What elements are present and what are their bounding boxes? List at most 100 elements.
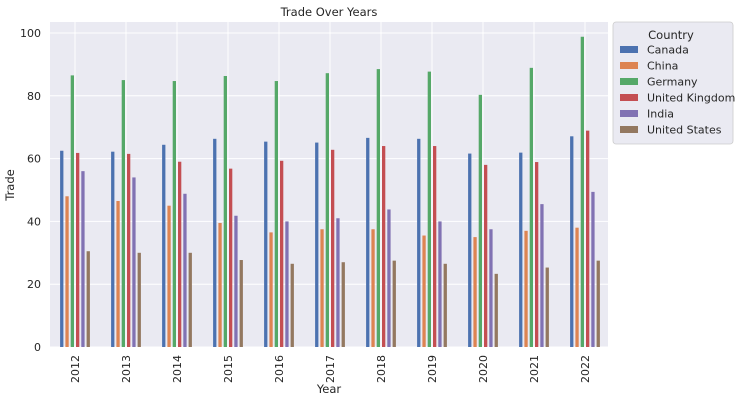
bar-india bbox=[438, 221, 442, 347]
bar-united-states bbox=[86, 251, 90, 347]
bar-germany bbox=[172, 81, 176, 347]
legend-label: United States bbox=[647, 124, 722, 137]
legend-label: United Kingdom bbox=[647, 92, 735, 105]
bar-china bbox=[65, 196, 69, 347]
bar-china bbox=[575, 227, 579, 347]
legend-label: China bbox=[647, 60, 678, 73]
bar-canada bbox=[315, 142, 319, 347]
x-tick-label: 2021 bbox=[528, 355, 541, 383]
bar-united-kingdom bbox=[484, 164, 488, 347]
legend-swatch bbox=[620, 46, 638, 53]
bar-china bbox=[269, 232, 273, 347]
bar-china bbox=[320, 229, 324, 347]
y-tick-label: 0 bbox=[34, 341, 41, 354]
x-tick-label: 2020 bbox=[477, 355, 490, 383]
bar-united-kingdom bbox=[280, 160, 284, 347]
bar-germany bbox=[529, 67, 533, 348]
bar-india bbox=[285, 221, 289, 347]
bar-united-kingdom bbox=[586, 130, 590, 347]
bar-china bbox=[422, 235, 426, 347]
bar-germany bbox=[580, 36, 584, 347]
bar-united-states bbox=[137, 252, 141, 347]
bar-germany bbox=[478, 94, 482, 347]
bar-canada bbox=[366, 137, 370, 347]
bar-united-states bbox=[494, 273, 498, 347]
y-tick-label: 60 bbox=[27, 153, 41, 166]
bar-united-states bbox=[290, 263, 294, 347]
bar-canada bbox=[417, 138, 421, 347]
bar-germany bbox=[427, 71, 431, 347]
x-tick-label: 2019 bbox=[426, 355, 439, 383]
bar-united-kingdom bbox=[382, 146, 386, 347]
bar-canada bbox=[213, 138, 217, 347]
bar-germany bbox=[121, 80, 125, 347]
bar-india bbox=[81, 171, 85, 347]
bar-canada bbox=[111, 151, 115, 347]
bar-india bbox=[387, 209, 391, 347]
legend-swatch bbox=[620, 110, 638, 117]
bar-united-kingdom bbox=[178, 161, 182, 347]
bar-united-states bbox=[596, 260, 600, 347]
bars bbox=[60, 36, 600, 348]
x-axis-label: Year bbox=[316, 382, 342, 396]
legend-swatch bbox=[620, 62, 638, 69]
bar-canada bbox=[570, 136, 574, 347]
bar-united-kingdom bbox=[229, 168, 233, 347]
x-tick-label: 2017 bbox=[324, 355, 337, 383]
y-tick-label: 40 bbox=[27, 215, 41, 228]
x-tick-label: 2013 bbox=[120, 355, 133, 383]
bar-china bbox=[116, 200, 120, 347]
legend-swatch bbox=[620, 94, 638, 101]
x-tick-label: 2016 bbox=[273, 355, 286, 383]
bar-united-states bbox=[443, 263, 447, 347]
y-tick-label: 80 bbox=[27, 90, 41, 103]
bar-germany bbox=[70, 75, 74, 347]
bar-germany bbox=[274, 81, 278, 347]
x-axis-ticks: 2012 2013 2014 2015 2016 2017 2018 2019 2020 2021… bbox=[69, 355, 592, 383]
bar-india bbox=[336, 218, 340, 347]
bar-germany bbox=[376, 69, 380, 348]
bar-united-kingdom bbox=[433, 146, 437, 347]
x-tick-label: 2022 bbox=[579, 355, 592, 383]
legend-title: Country bbox=[648, 28, 694, 42]
bar-india bbox=[234, 215, 238, 347]
bar-india bbox=[489, 229, 493, 347]
y-tick-label: 20 bbox=[27, 278, 41, 291]
bar-india bbox=[591, 191, 595, 347]
bar-china bbox=[218, 222, 222, 347]
x-tick-label: 2014 bbox=[171, 355, 184, 383]
x-tick-label: 2018 bbox=[375, 355, 388, 383]
legend-label: India bbox=[647, 108, 674, 121]
bar-canada bbox=[519, 152, 523, 347]
bar-china bbox=[167, 205, 171, 347]
bar-china bbox=[524, 230, 528, 347]
y-axis-ticks: 0 20 40 60 80 100 bbox=[20, 27, 41, 354]
bar-united-states bbox=[545, 267, 549, 347]
x-tick-label: 2015 bbox=[222, 355, 235, 383]
bar-canada bbox=[264, 141, 268, 347]
bar-germany bbox=[325, 73, 329, 347]
legend: Country Canada China Germany United Kingdom… bbox=[612, 21, 735, 145]
legend-label: Germany bbox=[647, 76, 698, 89]
bar-canada bbox=[162, 144, 166, 347]
bar-united-states bbox=[341, 262, 345, 347]
bar-india bbox=[132, 177, 136, 347]
bar-united-states bbox=[188, 252, 192, 347]
y-tick-label: 100 bbox=[20, 27, 41, 40]
bar-india bbox=[183, 193, 187, 347]
legend-swatch bbox=[620, 78, 638, 85]
bar-united-states bbox=[239, 260, 243, 347]
bar-china bbox=[473, 237, 477, 347]
legend-box bbox=[612, 21, 734, 145]
bar-united-kingdom bbox=[331, 149, 335, 347]
x-tick-label: 2012 bbox=[69, 355, 82, 383]
bar-canada bbox=[468, 153, 472, 347]
bar-united-kingdom bbox=[76, 152, 80, 347]
legend-swatch bbox=[620, 126, 638, 133]
chart-title: Trade Over Years bbox=[280, 5, 378, 19]
bar-china bbox=[371, 229, 375, 347]
bar-united-states bbox=[392, 260, 396, 347]
bar-germany bbox=[223, 76, 227, 348]
bar-canada bbox=[60, 150, 64, 347]
